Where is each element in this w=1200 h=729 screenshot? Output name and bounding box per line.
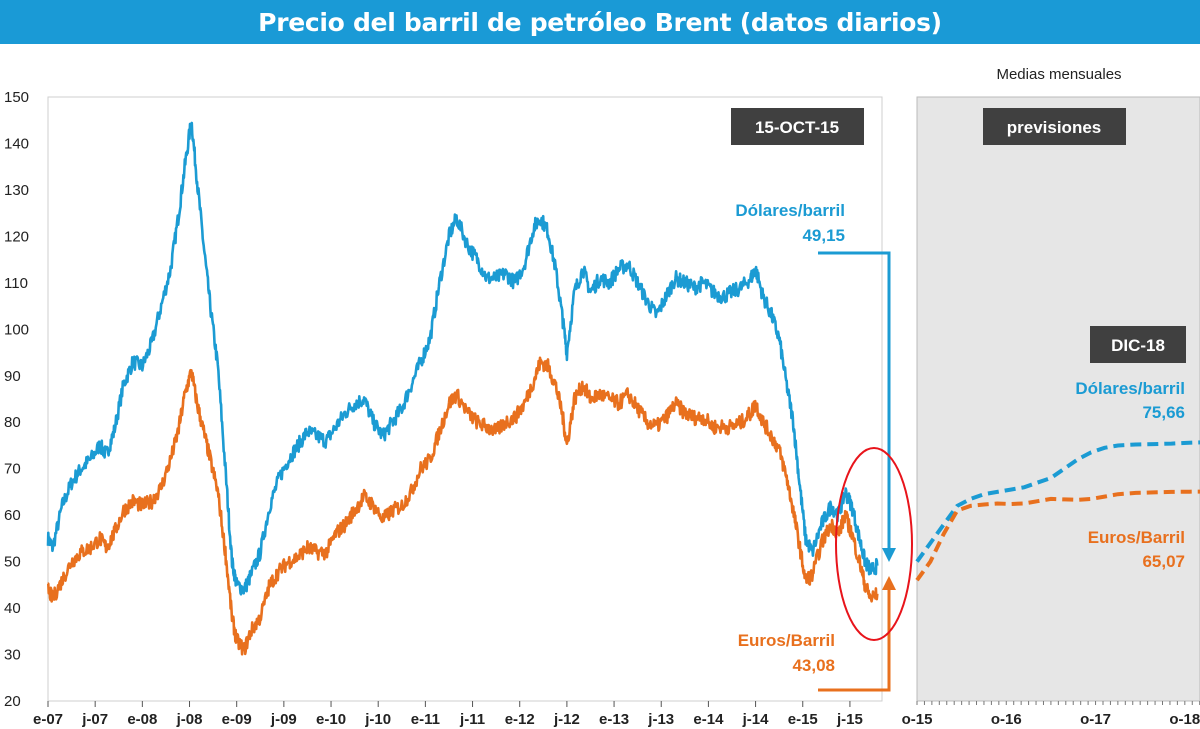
usd-forecast-line xyxy=(915,440,1200,563)
x-tick-label: e-10 xyxy=(316,711,346,728)
x-tick-label: j-13 xyxy=(647,711,674,728)
eur-series-line xyxy=(46,356,879,656)
y-tick-label: 70 xyxy=(4,461,21,478)
main-plot-area xyxy=(47,96,883,702)
y-tick-label: 110 xyxy=(4,275,28,292)
y-tick-label: 150 xyxy=(4,89,29,106)
forecast-x-tick-label: o-16 xyxy=(991,711,1022,728)
y-tick-label: 140 xyxy=(4,135,29,152)
y-tick-label: 100 xyxy=(4,321,29,338)
x-tick-label: j-14 xyxy=(742,711,770,728)
forecast-badge-text: previsiones xyxy=(1007,118,1102,137)
eur-label-name: Euros/Barril xyxy=(738,631,835,650)
x-axis: e-07 j-07 e-08 j-08 e-09 j-09 e-10 j-10 e-11 j-11… xyxy=(33,701,863,728)
end-badge xyxy=(1090,326,1186,363)
forecast-subtitle: Medias mensuales xyxy=(996,66,1122,83)
x-tick-label: e-13 xyxy=(599,711,629,728)
y-tick-label: 20 xyxy=(4,693,21,710)
x-tick-label: j-15 xyxy=(836,711,863,728)
y-tick-label: 130 xyxy=(4,182,29,199)
x-tick-label: j-11 xyxy=(459,711,485,728)
x-tick-label: j-07 xyxy=(81,711,108,728)
title-bar: Precio del barril de petróleo Brent (dat… xyxy=(0,0,1200,44)
usd-label-bg xyxy=(684,188,850,250)
x-tick-label: e-09 xyxy=(222,711,252,728)
x-tick-label: e-12 xyxy=(505,711,535,728)
usd-arrowhead xyxy=(882,548,896,562)
y-axis: 20 30 40 50 60 70 80 90 100 110 120 130 140 150 xyxy=(4,89,29,710)
forecast-panel xyxy=(916,96,1200,702)
y-tick-label: 60 xyxy=(4,507,21,524)
usd-label-value: 49,15 xyxy=(802,226,845,245)
date-badge xyxy=(731,108,864,145)
x-tick-label: j-09 xyxy=(270,711,297,728)
x-tick-label: j-08 xyxy=(176,711,203,728)
eur-arrow xyxy=(818,582,891,692)
chart-title: Precio del barril de petróleo Brent (dat… xyxy=(258,7,942,37)
eur-forecast-name: Euros/Barril xyxy=(1088,528,1185,547)
eur-forecast-value: 65,07 xyxy=(1142,552,1185,571)
y-tick-label: 30 xyxy=(4,647,21,664)
forecast-x-tick-label: o-15 xyxy=(902,711,933,728)
eur-label-bg xyxy=(690,620,840,682)
usd-forecast-value: 75,66 xyxy=(1142,403,1185,422)
y-tick-label: 120 xyxy=(4,228,29,245)
x-tick-label: e-11 xyxy=(411,711,440,728)
forecast-x-axis: o-15 o-16 o-17 o-18 xyxy=(902,701,1200,728)
eur-forecast-line xyxy=(915,489,1200,582)
date-badge-text: 15-OCT-15 xyxy=(755,118,839,137)
x-tick-label: e-14 xyxy=(693,711,724,728)
forecast-badge xyxy=(983,108,1126,145)
end-badge-text: DIC-18 xyxy=(1111,336,1165,355)
forecast-x-tick-label: o-17 xyxy=(1080,711,1111,728)
y-tick-label: 80 xyxy=(4,414,21,431)
series-lines xyxy=(46,121,1200,656)
x-tick-label: j-12 xyxy=(553,711,580,728)
highlight-ellipse xyxy=(835,447,913,641)
usd-series-line xyxy=(46,121,879,596)
y-tick-label: 50 xyxy=(4,554,21,571)
x-tick-label: e-07 xyxy=(33,711,63,728)
x-tick-label: e-08 xyxy=(127,711,157,728)
eur-arrowhead xyxy=(882,576,896,590)
forecast-x-tick-label: o-18 xyxy=(1169,711,1200,728)
y-tick-label: 90 xyxy=(4,368,21,385)
x-tick-label: j-10 xyxy=(364,711,391,728)
x-tick-label: e-15 xyxy=(788,711,818,728)
eur-label-value: 43,08 xyxy=(792,656,835,675)
usd-label-name: Dólares/barril xyxy=(735,201,845,220)
y-tick-label: 40 xyxy=(4,600,21,617)
usd-forecast-name: Dólares/barril xyxy=(1075,379,1185,398)
